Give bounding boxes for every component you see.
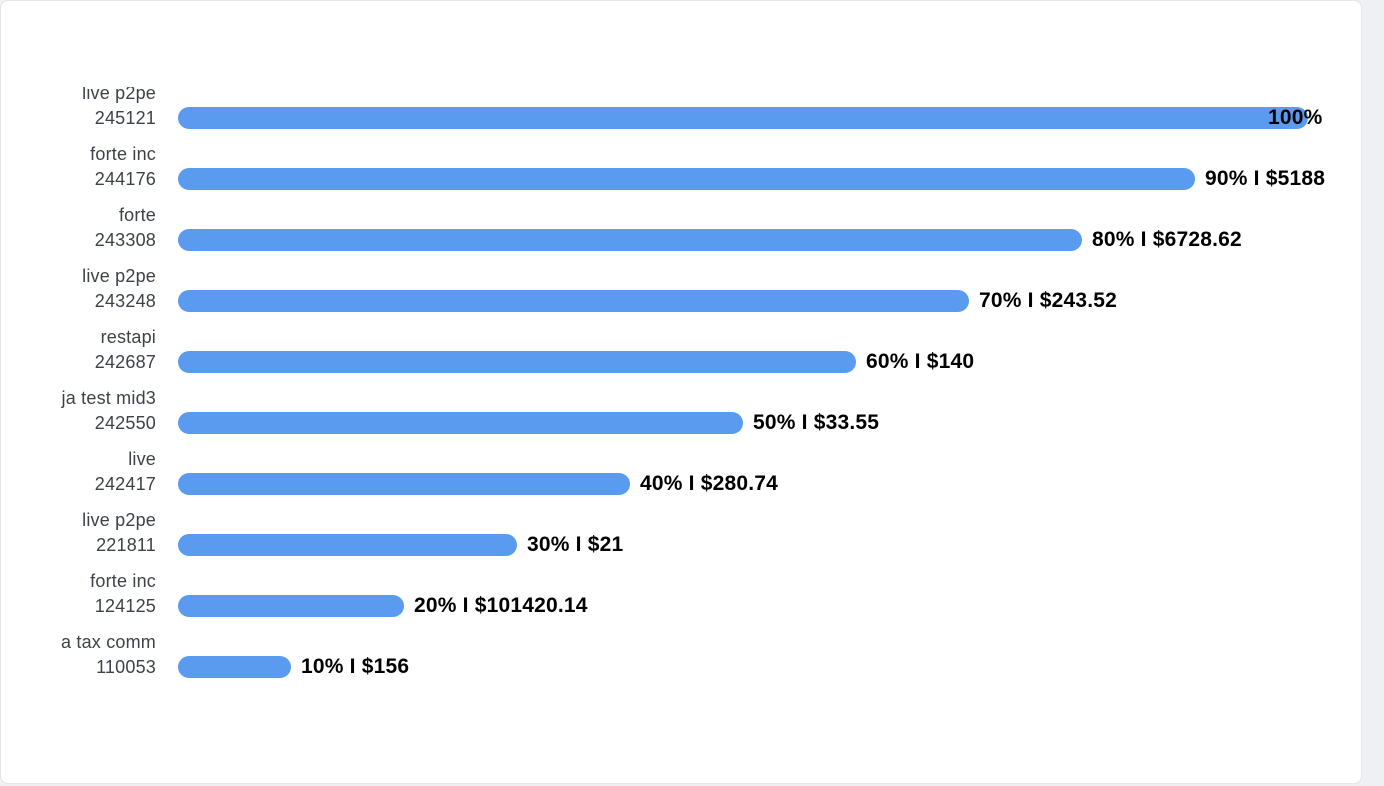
category-name: forte [118,204,156,225]
plot-area: 90% I $5188 [178,148,1338,209]
category-id: 242550 [94,412,156,433]
chart-row: forte inc 124125 20% I $101420.14 [1,571,1338,636]
category-id: 242687 [94,351,156,372]
chart-row: live 242417 40% I $280.74 [1,449,1338,514]
plot-area: 50% I $33.55 [178,392,1338,453]
category-label: forte inc 124125 [1,569,156,619]
plot-area: 20% I $101420.14 [178,575,1338,636]
plot-area: 100% [178,87,1338,148]
category-name: a tax comm [60,631,156,652]
value-label: 70% I $243.52 [979,288,1118,312]
value-label: 100% [1268,105,1323,129]
chart-row: live p2pe 245121 100% [1,87,1338,148]
category-name: live [128,448,156,469]
bar-chart: live p2pe 245121 100% forte inc 244176 90% I … [1,87,1338,699]
category-id: 244176 [94,168,156,189]
value-label: 30% I $21 [527,532,624,556]
bar[interactable] [178,594,404,617]
category-name: live p2pe [82,509,156,530]
category-label: a tax comm 110053 [1,630,156,680]
plot-area: 70% I $243.52 [178,270,1338,331]
bar[interactable] [178,167,1195,190]
bar[interactable] [178,228,1082,251]
category-id: 242417 [94,473,156,494]
plot-area: 40% I $280.74 [178,453,1338,514]
plot-area: 10% I $156 [178,636,1338,697]
chart-row: forte inc 244176 90% I $5188 [1,144,1338,209]
chart-row: ja test mid3 242550 50% I $33.55 [1,388,1338,453]
plot-area: 30% I $21 [178,514,1338,575]
category-id: 221811 [96,534,156,555]
value-label: 50% I $33.55 [753,410,880,434]
category-id: 243248 [94,290,156,311]
plot-area: 80% I $6728.62 [178,209,1338,270]
category-label: forte inc 244176 [1,142,156,192]
chart-row: live p2pe 221811 30% I $21 [1,510,1338,575]
category-name: live p2pe [82,87,156,103]
bar[interactable] [178,289,969,312]
category-id: 124125 [94,595,156,616]
bar[interactable] [178,533,517,556]
bar[interactable] [178,350,856,373]
category-name: forte inc [90,143,156,164]
category-name: restapi [100,326,156,347]
category-label: live p2pe 221811 [1,508,156,558]
category-label: forte 243308 [1,203,156,253]
value-label: 20% I $101420.14 [414,593,588,617]
category-label: ja test mid3 242550 [1,386,156,436]
category-name: ja test mid3 [61,387,156,408]
bar[interactable] [178,472,630,495]
category-label: live p2pe 243248 [1,264,156,314]
category-id: 243308 [94,229,156,250]
category-name: live p2pe [82,265,156,286]
value-label: 10% I $156 [301,654,410,678]
value-label: 40% I $280.74 [640,471,779,495]
plot-area: 60% I $140 [178,331,1338,392]
category-label: live 242417 [1,447,156,497]
chart-row: a tax comm 110053 10% I $156 [1,632,1338,697]
value-label: 90% I $5188 [1205,166,1326,190]
bar[interactable] [178,106,1308,129]
bar[interactable] [178,655,291,678]
category-name: forte inc [90,570,156,591]
category-id: 110053 [96,656,156,677]
chart-row: restapi 242687 60% I $140 [1,327,1338,392]
value-label: 60% I $140 [866,349,975,373]
bar[interactable] [178,411,743,434]
chart-row: forte 243308 80% I $6728.62 [1,205,1338,270]
value-label: 80% I $6728.62 [1092,227,1242,251]
chart-row: live p2pe 243248 70% I $243.52 [1,266,1338,331]
category-label: live p2pe 245121 [1,87,156,131]
category-label: restapi 242687 [1,325,156,375]
category-id: 245121 [94,107,156,128]
